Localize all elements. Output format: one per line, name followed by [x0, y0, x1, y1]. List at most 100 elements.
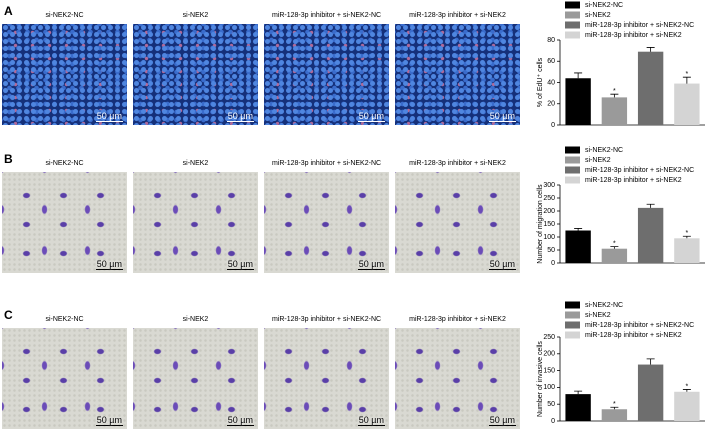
y-tick-label: 0	[551, 122, 555, 129]
panel-label: B	[4, 152, 13, 166]
error-bar	[646, 358, 655, 365]
error-bar	[646, 203, 655, 208]
legend-swatch	[565, 176, 580, 184]
error-bar	[610, 93, 619, 98]
y-tick-label: 150	[543, 221, 555, 228]
y-tick-label: 200	[543, 351, 555, 358]
image-caption: si-NEK2	[182, 160, 209, 167]
y-axis-label: Number of migration cells	[537, 184, 544, 264]
legend-swatch	[565, 301, 580, 309]
micrograph: 50 µm	[133, 328, 258, 429]
legend-label: si-NEK2-NC	[585, 2, 623, 9]
legend-label: miR-128-3p inhibitor + si-NEK2	[585, 32, 682, 39]
error-bar	[682, 389, 691, 392]
image-caption: si-NEK2	[182, 316, 209, 323]
scale-bar: 50 µm	[95, 111, 123, 122]
panel-label: C	[4, 308, 13, 322]
significance: *	[613, 88, 616, 95]
y-tick-label: 50	[547, 401, 555, 408]
image-caption: miR-128-3p inhibitor + si-NEK2	[409, 160, 506, 167]
scale-bar: 50 µm	[488, 415, 516, 426]
bar	[601, 248, 628, 263]
image-caption: miR-128-3p inhibitor + si-NEK2	[409, 316, 506, 323]
scale-bar: 50 µm	[226, 415, 254, 426]
y-tick-label: 80	[547, 37, 555, 44]
y-tick-label: 250	[543, 195, 555, 202]
bar	[565, 394, 591, 421]
scale-bar: 50 µm	[95, 415, 123, 426]
micrograph: 50 µm	[2, 172, 127, 273]
scale-bar: 50 µm	[357, 415, 385, 426]
error-bar	[682, 235, 691, 239]
scale-bar: 50 µm	[95, 259, 123, 270]
micrograph: 50 µm	[264, 328, 389, 429]
legend-label: miR-128-3p inhibitor + si-NEK2-NC	[585, 322, 694, 329]
legend-label: miR-128-3p inhibitor + si-NEK2-NC	[585, 22, 694, 29]
legend-swatch	[565, 146, 580, 154]
significance: *	[686, 71, 689, 78]
significance: *	[686, 230, 689, 237]
legend-swatch	[565, 311, 580, 319]
y-tick-label: 60	[547, 58, 555, 65]
scale-bar: 50 µm	[226, 111, 254, 122]
error-bar	[646, 47, 655, 52]
bar	[637, 207, 664, 263]
legend-swatch	[565, 166, 580, 174]
y-tick-label: 150	[543, 367, 555, 374]
legend-swatch	[565, 156, 580, 164]
error-bar	[574, 390, 583, 395]
image-caption: miR-128-3p inhibitor + si-NEK2	[409, 12, 506, 19]
legend-label: si-NEK2-NC	[585, 147, 623, 154]
scale-bar: 50 µm	[357, 111, 385, 122]
y-tick-label: 200	[543, 208, 555, 215]
image-caption: si-NEK2-NC	[45, 316, 84, 323]
significance: *	[686, 383, 689, 390]
legend-swatch	[565, 31, 580, 39]
bar	[674, 238, 700, 263]
bar	[637, 364, 664, 421]
panel-label: A	[4, 4, 13, 18]
scale-bar: 50 µm	[488, 111, 516, 122]
micrograph: 50 µm	[133, 24, 258, 125]
scale-bar: 50 µm	[226, 259, 254, 270]
y-tick-label: 100	[543, 234, 555, 241]
y-axis-label: % of EdU⁺ cells	[537, 57, 544, 107]
y-tick-label: 0	[551, 260, 555, 267]
bar	[674, 83, 700, 125]
micrograph: 50 µm	[395, 24, 520, 125]
bar	[601, 409, 628, 421]
legend-label: miR-128-3p inhibitor + si-NEK2	[585, 177, 682, 184]
y-axis-label: Number of invasive cells	[537, 341, 544, 417]
legend-label: si-NEK2	[585, 157, 611, 164]
scale-bar: 50 µm	[357, 259, 385, 270]
image-caption: si-NEK2	[182, 12, 209, 19]
legend-swatch	[565, 1, 580, 9]
legend-label: si-NEK2	[585, 12, 611, 19]
image-caption: miR-128-3p inhibitor + si-NEK2-NC	[271, 160, 382, 167]
bar	[637, 51, 664, 125]
y-tick-label: 50	[547, 247, 555, 254]
micrograph: 50 µm	[264, 24, 389, 125]
scale-bar: 50 µm	[488, 259, 516, 270]
image-caption: si-NEK2-NC	[45, 160, 84, 167]
image-caption: si-NEK2-NC	[45, 12, 84, 19]
legend-label: si-NEK2-NC	[585, 302, 623, 309]
legend-label: si-NEK2	[585, 312, 611, 319]
bar	[565, 78, 591, 125]
error-bar	[682, 76, 691, 84]
micrograph: 50 µm	[395, 172, 520, 273]
image-caption: miR-128-3p inhibitor + si-NEK2-NC	[271, 12, 382, 19]
legend-label: miR-128-3p inhibitor + si-NEK2	[585, 332, 682, 339]
micrograph: 50 µm	[133, 172, 258, 273]
legend-swatch	[565, 11, 580, 19]
y-tick-label: 100	[543, 384, 555, 391]
y-tick-label: 0	[551, 418, 555, 425]
bar	[674, 391, 700, 421]
legend-label: miR-128-3p inhibitor + si-NEK2-NC	[585, 167, 694, 174]
y-tick-label: 300	[543, 182, 555, 189]
legend-swatch	[565, 21, 580, 29]
y-tick-label: 20	[547, 101, 555, 108]
micrograph: 50 µm	[264, 172, 389, 273]
